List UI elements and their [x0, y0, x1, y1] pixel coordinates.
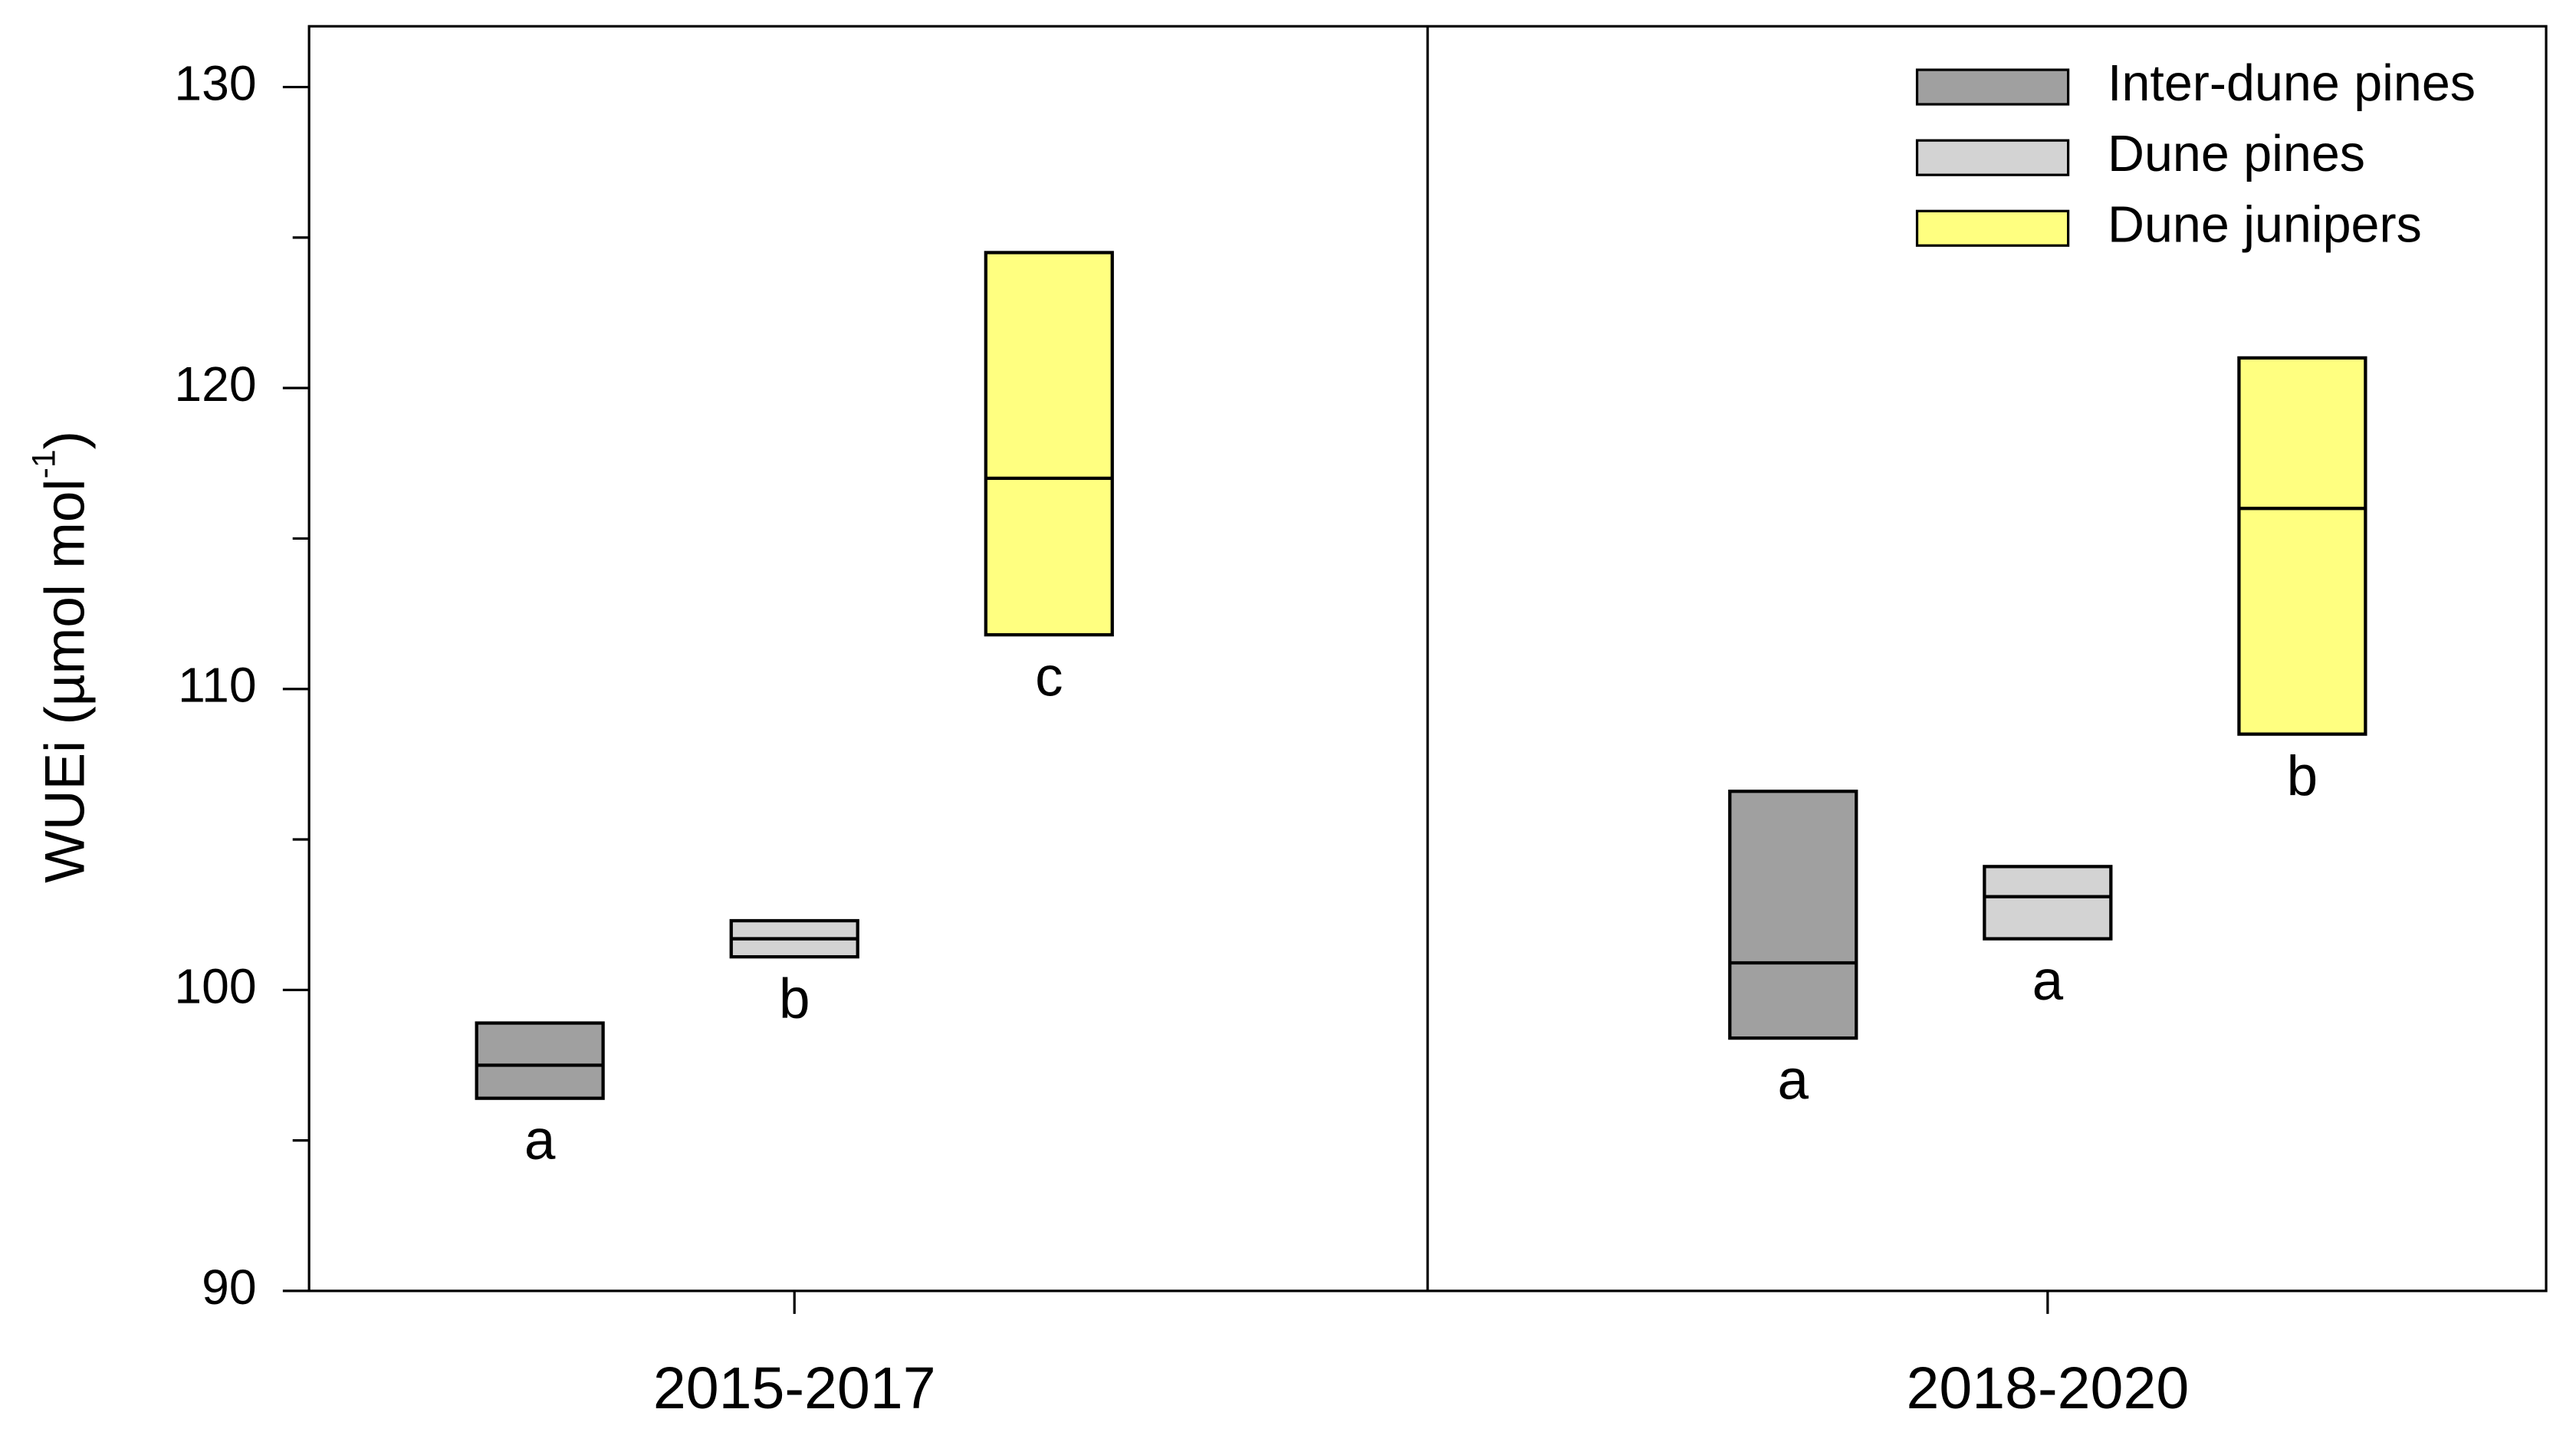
- y-tick-label: 90: [202, 1260, 256, 1315]
- significance-letter: b: [779, 967, 810, 1030]
- significance-letter: a: [524, 1109, 556, 1171]
- box: [2237, 356, 2367, 736]
- box: [475, 1021, 605, 1100]
- legend-label: Inter-dune pines: [2108, 55, 2476, 112]
- box: [984, 251, 1114, 637]
- y-tick-label: 120: [174, 356, 256, 412]
- legend-label: Dune junipers: [2108, 196, 2422, 253]
- y-label-end: ): [34, 431, 97, 449]
- legend-label: Dune pines: [2108, 126, 2365, 182]
- y-tick-label: 100: [174, 958, 256, 1013]
- y-axis-label: WUEi (µmol mol-1): [26, 431, 97, 883]
- y-label-superscript: -1: [26, 449, 63, 478]
- y-tick-label: 110: [178, 658, 256, 713]
- box: [1983, 865, 2113, 941]
- significance-letter: b: [2287, 745, 2318, 807]
- x-tick-label: 2018-2020: [1906, 1355, 2189, 1421]
- legend-swatch: [1915, 139, 2070, 176]
- significance-letter: a: [1778, 1049, 1809, 1111]
- y-label-main: WUEi (µmol mol: [34, 478, 97, 882]
- box: [1728, 790, 1858, 1040]
- significance-letter: c: [1035, 645, 1063, 708]
- x-tick-label: 2015-2017: [653, 1355, 936, 1421]
- y-tick-label: 130: [174, 56, 256, 111]
- legend-swatch: [1915, 209, 2070, 247]
- significance-letter: a: [2032, 950, 2064, 1012]
- legend-swatch: [1915, 68, 2070, 106]
